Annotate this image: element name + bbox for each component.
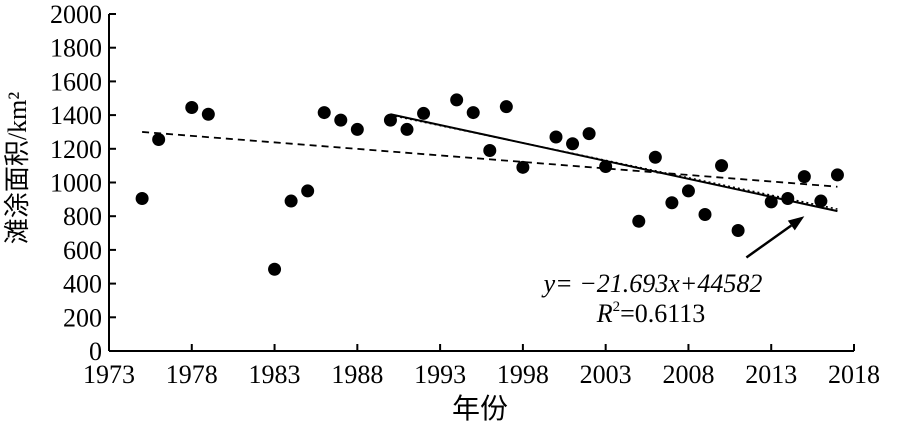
data-point [334, 113, 348, 127]
x-ticks: 1973 1978 1983 1988 1993 1998 2003 2008 2013 2018 [83, 344, 880, 389]
data-point [466, 106, 480, 120]
data-point [383, 113, 397, 127]
data-point [483, 143, 497, 157]
r-squared-label: R2=0.6113 [596, 299, 706, 328]
x-tick-label: 1973 [83, 360, 135, 389]
data-point [516, 160, 530, 174]
x-tick-label: 2008 [662, 360, 714, 389]
data-point [830, 168, 844, 182]
data-point [681, 184, 695, 198]
data-point [301, 184, 315, 198]
y-tick-label: 2000 [50, 0, 102, 29]
x-tick-label: 1988 [331, 360, 383, 389]
y-tick-label: 800 [63, 202, 102, 231]
data-point [582, 127, 596, 141]
x-tick-label: 1978 [166, 360, 218, 389]
x-axis-title: 年份 [452, 393, 508, 425]
data-point [797, 170, 811, 184]
data-point [632, 214, 646, 228]
data-point [781, 192, 795, 206]
r-superscript: 2 [613, 299, 621, 315]
trend-line-dashed [142, 131, 838, 188]
x-tick-label: 1998 [497, 360, 549, 389]
x-tick-label: 2003 [580, 360, 632, 389]
plot-area [108, 14, 854, 352]
data-point [499, 100, 513, 114]
data-point [135, 192, 149, 206]
trend-lines [142, 113, 838, 213]
y-axis-title: 滩涂面积/km² [3, 92, 32, 244]
data-point [152, 133, 166, 147]
y-tick-label: 1000 [50, 169, 102, 198]
data-points [135, 93, 844, 276]
data-point [665, 196, 679, 210]
data-point [284, 194, 298, 208]
x-tick-label: 2018 [828, 360, 880, 389]
data-point [317, 106, 331, 120]
x-tick-label: 1993 [414, 360, 466, 389]
data-point [715, 159, 729, 173]
trend-line-dotted [390, 114, 838, 210]
r-squared-value: =0.6113 [620, 299, 705, 328]
x-tick-label: 2013 [745, 360, 797, 389]
y-tick-label: 1200 [50, 135, 102, 164]
data-point [814, 194, 828, 208]
y-tick-label: 0 [89, 337, 102, 366]
annotation-arrow-head [787, 216, 805, 231]
y-ticks: 0 200 400 600 800 1000 1200 1400 1600 1800 2000 [50, 0, 116, 366]
data-point [400, 122, 414, 136]
data-point [549, 130, 563, 144]
y-tick-label: 1800 [50, 34, 102, 63]
data-point [201, 107, 215, 121]
y-tick-label: 1400 [50, 101, 102, 130]
data-point [599, 159, 613, 173]
data-point [450, 93, 464, 107]
r-symbol: R [596, 299, 613, 328]
data-point [731, 224, 745, 238]
data-point [764, 195, 778, 209]
x-tick-label: 1983 [249, 360, 301, 389]
y-tick-label: 200 [63, 303, 102, 332]
data-point [350, 122, 364, 136]
data-point [566, 137, 580, 151]
data-point [698, 208, 712, 222]
data-point [417, 106, 431, 120]
y-tick-label: 400 [63, 270, 102, 299]
y-tick-label: 600 [63, 236, 102, 265]
data-point [185, 101, 199, 115]
regression-equation: y= −21.693x+44582 [541, 269, 763, 298]
annotation: y= −21.693x+44582 R2=0.6113 [541, 216, 805, 328]
annotation-arrow [745, 224, 793, 259]
data-point [268, 262, 282, 276]
data-point [648, 150, 662, 164]
y-tick-label: 1600 [50, 67, 102, 96]
